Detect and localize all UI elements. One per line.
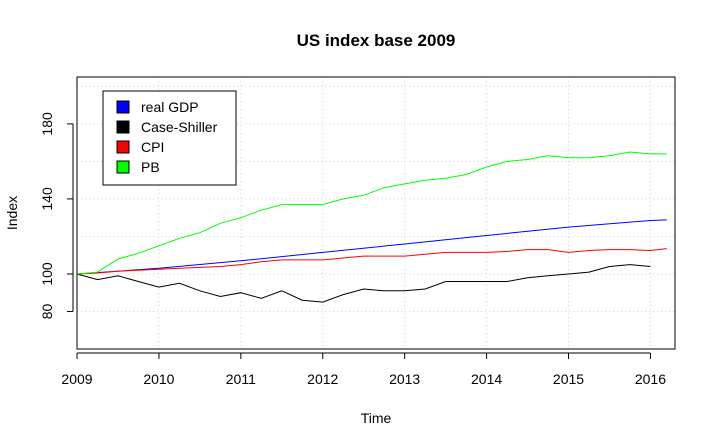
series-line	[76, 248, 667, 275]
x-tick-label: 2016	[635, 371, 666, 387]
x-tick-label: 2015	[553, 371, 584, 387]
y-tick-label: 80	[39, 303, 55, 319]
y-axis-title: Index	[4, 196, 20, 230]
legend-label: real GDP	[141, 99, 199, 115]
x-axis-title: Time	[361, 410, 392, 426]
y-tick-label: 100	[39, 262, 55, 286]
legend-swatch	[116, 100, 130, 114]
series-line	[76, 151, 667, 275]
x-tick-label: 2014	[471, 371, 502, 387]
x-tick-label: 2011	[226, 371, 256, 387]
legend-label: PB	[141, 159, 160, 175]
chart-title: US index base 2009	[297, 31, 456, 50]
legend-label: Case-Shiller	[141, 119, 218, 135]
x-tick-label: 2009	[61, 371, 92, 387]
x-tick-label: 2010	[143, 371, 174, 387]
legend: real GDP Case-Shiller CPI PB	[102, 90, 237, 186]
axes: 2009 2010 2011 2012 2013 2014 2015 2016 80 100 140…	[39, 112, 666, 387]
legend-swatch	[116, 140, 130, 154]
x-tick-label: 2012	[307, 371, 338, 387]
plot-frame	[76, 76, 676, 350]
series-line	[76, 264, 651, 303]
y-tick-label: 180	[39, 112, 55, 136]
legend-label: CPI	[141, 139, 164, 155]
legend-swatch	[116, 120, 130, 134]
series-lines	[76, 151, 667, 303]
y-tick-label: 140	[39, 187, 55, 211]
x-tick-label: 2013	[389, 371, 420, 387]
series-line	[76, 219, 667, 275]
legend-swatch	[116, 160, 130, 174]
